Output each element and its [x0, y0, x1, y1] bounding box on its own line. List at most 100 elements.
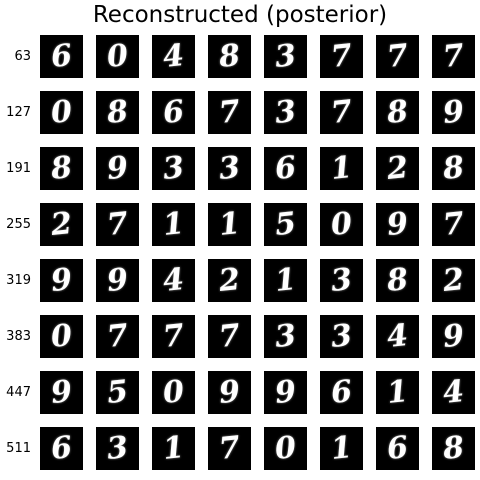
digit-tile: 9	[432, 315, 475, 358]
digit-glyph: 6	[329, 374, 354, 411]
digit-tile: 9	[40, 371, 83, 414]
digit-glyph: 9	[105, 262, 130, 299]
row-label: 127	[6, 105, 31, 120]
digit-glyph: 9	[273, 374, 298, 411]
digit-tile: 4	[152, 35, 195, 78]
row-label: 255	[6, 217, 31, 232]
digit-tile: 3	[152, 147, 195, 190]
digit-tile: 8	[96, 91, 139, 134]
row-label: 319	[6, 273, 31, 288]
digit-glyph: 7	[329, 94, 354, 131]
digit-glyph: 0	[329, 206, 354, 243]
digit-glyph: 6	[385, 430, 410, 467]
digit-tile: 6	[152, 91, 195, 134]
digit-tile: 3	[264, 315, 307, 358]
digit-glyph: 1	[385, 374, 410, 411]
digit-glyph: 8	[441, 430, 466, 467]
digit-glyph: 0	[49, 94, 74, 131]
digit-glyph: 9	[105, 150, 130, 187]
digit-tile: 0	[320, 203, 363, 246]
digit-glyph: 7	[329, 38, 354, 75]
digit-tile: 3	[264, 91, 307, 134]
digit-glyph: 9	[217, 374, 242, 411]
digit-tile: 9	[376, 203, 419, 246]
digit-glyph: 7	[217, 318, 242, 355]
digit-glyph: 5	[105, 374, 130, 411]
digit-glyph: 9	[441, 94, 466, 131]
digit-tile: 7	[432, 203, 475, 246]
digit-glyph: 7	[105, 206, 130, 243]
digit-glyph: 0	[49, 318, 74, 355]
digit-glyph: 4	[161, 262, 186, 299]
digit-glyph: 7	[441, 38, 466, 75]
digit-tile: 9	[264, 371, 307, 414]
digit-tile: 5	[264, 203, 307, 246]
digit-tile: 7	[208, 427, 251, 470]
digit-tile: 9	[208, 371, 251, 414]
digit-tile: 1	[152, 427, 195, 470]
row-label: 63	[14, 49, 31, 64]
digit-tile: 9	[96, 147, 139, 190]
digit-glyph: 8	[217, 38, 242, 75]
digit-tile: 8	[432, 147, 475, 190]
digit-glyph: 3	[105, 430, 130, 467]
digit-glyph: 6	[161, 94, 186, 131]
digit-glyph: 3	[273, 94, 298, 131]
digit-tile: 7	[320, 35, 363, 78]
digit-tile: 0	[96, 35, 139, 78]
digit-tile: 0	[264, 427, 307, 470]
digit-tile: 2	[432, 259, 475, 302]
digit-glyph: 8	[105, 94, 130, 131]
digit-glyph: 1	[329, 150, 354, 187]
digit-tile: 0	[40, 91, 83, 134]
digit-glyph: 9	[49, 374, 74, 411]
digit-tile: 7	[208, 315, 251, 358]
digit-tile: 4	[376, 315, 419, 358]
row-label: 511	[6, 441, 31, 456]
digit-tile: 6	[320, 371, 363, 414]
digit-glyph: 9	[385, 206, 410, 243]
digit-tile: 3	[96, 427, 139, 470]
digit-tile: 8	[432, 427, 475, 470]
digit-glyph: 8	[441, 150, 466, 187]
digit-tile: 0	[152, 371, 195, 414]
digit-glyph: 0	[273, 430, 298, 467]
figure-title: Reconstructed (posterior)	[92, 2, 388, 28]
digit-glyph: 6	[273, 150, 298, 187]
digit-glyph: 2	[441, 262, 466, 299]
digit-tile: 7	[208, 91, 251, 134]
digit-tile: 1	[152, 203, 195, 246]
digit-glyph: 1	[329, 430, 354, 467]
digit-glyph: 3	[217, 150, 242, 187]
digit-tile: 3	[320, 259, 363, 302]
digit-glyph: 7	[385, 38, 410, 75]
digit-glyph: 0	[161, 374, 186, 411]
digit-tile: 3	[208, 147, 251, 190]
digit-tile: 9	[432, 91, 475, 134]
digit-tile: 1	[264, 259, 307, 302]
digit-glyph: 8	[385, 262, 410, 299]
row-label: 191	[6, 161, 31, 176]
digit-glyph: 8	[385, 94, 410, 131]
digit-glyph: 3	[273, 38, 298, 75]
digit-tile: 1	[320, 427, 363, 470]
digit-tile: 5	[96, 371, 139, 414]
digit-tile: 4	[152, 259, 195, 302]
digit-tile: 8	[376, 259, 419, 302]
digit-tile: 6	[264, 147, 307, 190]
digit-glyph: 4	[161, 38, 186, 75]
digit-tile: 8	[376, 91, 419, 134]
digit-glyph: 6	[49, 38, 74, 75]
digit-glyph: 3	[329, 318, 354, 355]
digit-glyph: 4	[385, 318, 410, 355]
digit-tile: 3	[320, 315, 363, 358]
digit-glyph: 4	[441, 374, 466, 411]
digit-glyph: 1	[217, 206, 242, 243]
digit-tile: 6	[40, 427, 83, 470]
digit-glyph: 8	[49, 150, 74, 187]
digit-tile: 7	[96, 315, 139, 358]
digit-tile: 3	[264, 35, 307, 78]
digit-glyph: 1	[161, 430, 186, 467]
digit-glyph: 7	[105, 318, 130, 355]
digit-tile: 7	[152, 315, 195, 358]
